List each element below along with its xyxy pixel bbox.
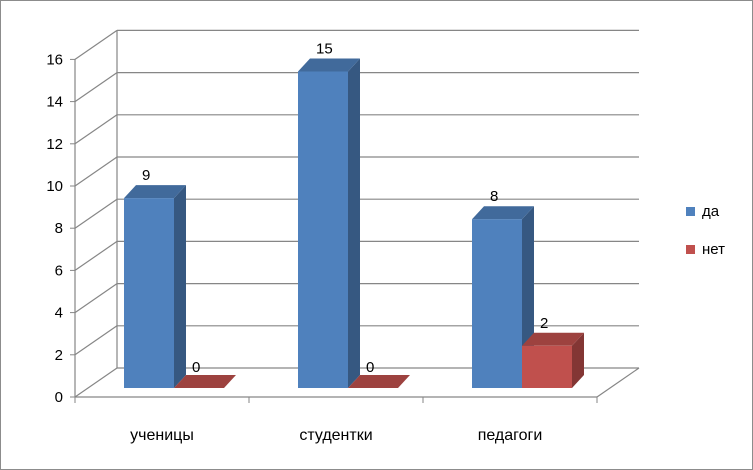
gridline-side — [74, 114, 118, 145]
data-label: 8 — [490, 188, 498, 205]
legend-label: нет — [702, 241, 725, 258]
bar — [522, 345, 572, 388]
gridline-side — [74, 156, 118, 187]
bar-top — [174, 375, 236, 388]
gridline-side — [74, 29, 118, 60]
y-tick-label: 14 — [46, 94, 63, 111]
bar-top — [348, 375, 410, 388]
bar-top — [522, 332, 584, 346]
floor-right-edge — [596, 367, 640, 398]
bar-top — [124, 185, 186, 199]
y-tick-label: 8 — [55, 220, 63, 237]
gridline-side — [74, 367, 118, 398]
x-category-label: педагоги — [478, 427, 543, 444]
bar-top — [472, 206, 534, 220]
y-tick-label: 10 — [46, 178, 63, 195]
bar-side — [348, 58, 360, 388]
gridline-side — [74, 198, 118, 229]
bar-side — [572, 332, 584, 388]
bar — [298, 71, 348, 388]
legend-label: да — [702, 203, 720, 220]
data-label: 9 — [142, 167, 150, 184]
y-tick-label: 6 — [55, 262, 63, 279]
gridline-side — [74, 240, 118, 271]
y-tick-label: 2 — [55, 347, 63, 364]
gridline-side — [74, 325, 118, 356]
bar-side — [174, 185, 186, 388]
y-tick-label: 12 — [46, 136, 63, 153]
data-label: 15 — [316, 41, 333, 58]
gridline-side — [74, 72, 118, 103]
data-label: 0 — [192, 359, 200, 376]
x-category-label: студентки — [299, 427, 372, 444]
bar-top — [298, 58, 360, 72]
legend-swatch — [686, 207, 695, 216]
bar — [472, 219, 522, 388]
data-label: 0 — [366, 359, 374, 376]
data-label: 2 — [540, 315, 548, 332]
x-category-label: ученицы — [130, 427, 194, 444]
y-tick-label: 0 — [55, 389, 63, 406]
legend-swatch — [686, 245, 695, 254]
bar — [124, 198, 174, 388]
y-tick-label: 16 — [46, 51, 63, 68]
y-tick-label: 4 — [55, 305, 63, 322]
gridline-side — [74, 283, 118, 314]
